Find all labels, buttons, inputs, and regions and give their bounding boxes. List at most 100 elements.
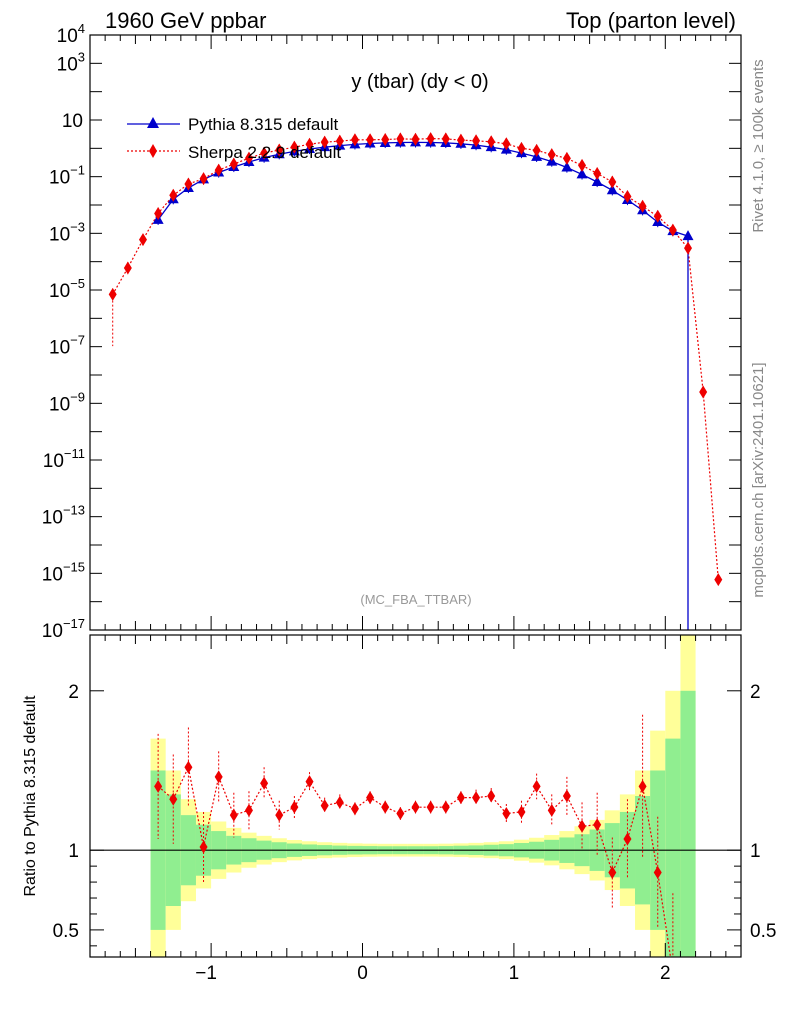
sherpa-marker: [320, 135, 329, 149]
y-tick-label: 10−7: [49, 333, 85, 359]
legend-label-pythia: Pythia 8.315 default: [188, 115, 339, 134]
y-tick-label: 104: [57, 21, 85, 47]
mcplots-label: mcplots.cern.ch [arXiv:2401.10621]: [750, 362, 767, 597]
sherpa-marker: [472, 134, 481, 148]
sherpa-marker: [199, 172, 208, 186]
sherpa-marker: [108, 287, 117, 301]
ratio-marker: [320, 799, 329, 813]
sherpa-marker: [441, 132, 450, 146]
ratio-y-tick-label-right: 0.5: [750, 921, 776, 942]
sherpa-marker: [138, 233, 147, 247]
ratio-y-axis-label: Ratio to Pythia 8.315 default: [22, 695, 39, 897]
ratio-marker: [593, 818, 602, 832]
sherpa-marker: [169, 188, 178, 202]
x-tick-label: −1: [195, 963, 217, 984]
ratio-marker: [275, 808, 284, 822]
stat-band: [680, 690, 696, 957]
ratio-marker: [487, 789, 496, 803]
ratio-marker: [199, 840, 208, 854]
legend-marker-pythia: [147, 117, 159, 128]
ratio-marker: [472, 791, 481, 805]
sherpa-marker: [653, 209, 662, 223]
ratio-marker: [562, 789, 571, 803]
ratio-marker: [169, 792, 178, 806]
pythia-marker: [576, 168, 588, 179]
ratio-marker: [426, 800, 435, 814]
legend: Pythia 8.315 default Sherpa 2.2.9 defaul…: [127, 115, 341, 162]
sherpa-marker: [608, 175, 617, 189]
ratio-marker: [502, 807, 511, 821]
sherpa-marker: [668, 223, 677, 237]
sherpa-marker: [381, 133, 390, 147]
ratio-marker: [305, 775, 314, 789]
ratio-marker: [532, 779, 541, 793]
ratio-y-tick-label-right: 1: [750, 841, 761, 862]
sherpa-marker: [578, 158, 587, 172]
ratio-marker: [653, 866, 662, 880]
sherpa-marker: [123, 261, 132, 275]
sherpa-marker: [426, 132, 435, 146]
y-tick-label: 10: [62, 111, 83, 132]
ratio-marker: [229, 808, 238, 822]
sherpa-marker: [487, 135, 496, 149]
y-tick-label: 10−1: [49, 163, 85, 189]
ratio-marker: [381, 800, 390, 814]
pythia-marker: [561, 161, 573, 172]
sherpa-marker: [562, 151, 571, 165]
sherpa-marker: [260, 146, 269, 160]
sherpa-marker: [154, 207, 163, 221]
ratio-marker: [456, 791, 465, 805]
analysis-label: (MC_FBA_TTBAR): [360, 592, 471, 607]
pythia-line: [157, 141, 689, 630]
sherpa-marker: [290, 140, 299, 154]
sherpa-marker: [699, 385, 708, 399]
sherpa-marker: [502, 137, 511, 151]
sherpa-marker: [684, 241, 693, 255]
sherpa-marker: [229, 157, 238, 171]
title-right: Top (parton level): [566, 8, 736, 33]
y-tick-label: 10−3: [49, 219, 85, 245]
sherpa-marker: [275, 143, 284, 157]
ratio-marker: [244, 803, 253, 817]
ratio-marker: [350, 802, 359, 816]
sherpa-marker: [335, 134, 344, 148]
ratio-marker: [638, 779, 647, 793]
ratio-marker: [214, 770, 223, 784]
ratio-marker: [184, 760, 193, 774]
ratio-y-tick-label-left: 2: [68, 682, 79, 703]
plot-title: y (tbar) (dy < 0): [351, 71, 488, 93]
rivet-label: Rivet 4.1.0, ≥ 100k events: [750, 59, 767, 232]
sherpa-marker: [396, 132, 405, 146]
sherpa-marker: [517, 141, 526, 155]
ratio-marker: [608, 866, 617, 880]
legend-marker-sherpa: [149, 144, 157, 158]
sherpa-marker: [350, 133, 359, 147]
ratio-y-tick-label-right: 2: [750, 682, 761, 703]
pythia-marker: [591, 175, 603, 186]
sherpa-marker: [411, 132, 420, 146]
y-tick-label: 10−9: [49, 389, 85, 415]
sherpa-marker: [214, 163, 223, 177]
sherpa-marker: [184, 177, 193, 191]
x-tick-label: 2: [660, 963, 671, 984]
sherpa-marker: [714, 573, 723, 587]
ratio-marker: [441, 800, 450, 814]
y-tick-label: 103: [57, 49, 85, 75]
main-plot-frame: [89, 34, 742, 631]
pythia-marker: [682, 230, 694, 241]
ratio-y-tick-label-left: 1: [68, 841, 79, 862]
sherpa-marker: [638, 199, 647, 213]
ratio-y-tick-label-left: 0.5: [53, 921, 79, 942]
sherpa-marker: [593, 166, 602, 180]
ratio-marker: [154, 779, 163, 793]
legend-label-sherpa: Sherpa 2.2.9 default: [188, 143, 341, 162]
y-tick-label: 10−5: [49, 276, 85, 302]
sherpa-marker: [532, 143, 541, 157]
y-tick-label: 10−11: [43, 446, 85, 472]
title-left: 1960 GeV ppbar: [105, 8, 266, 33]
pythia-marker: [606, 184, 618, 195]
sherpa-marker: [244, 151, 253, 165]
ratio-marker: [396, 807, 405, 821]
ratio-marker: [335, 795, 344, 809]
